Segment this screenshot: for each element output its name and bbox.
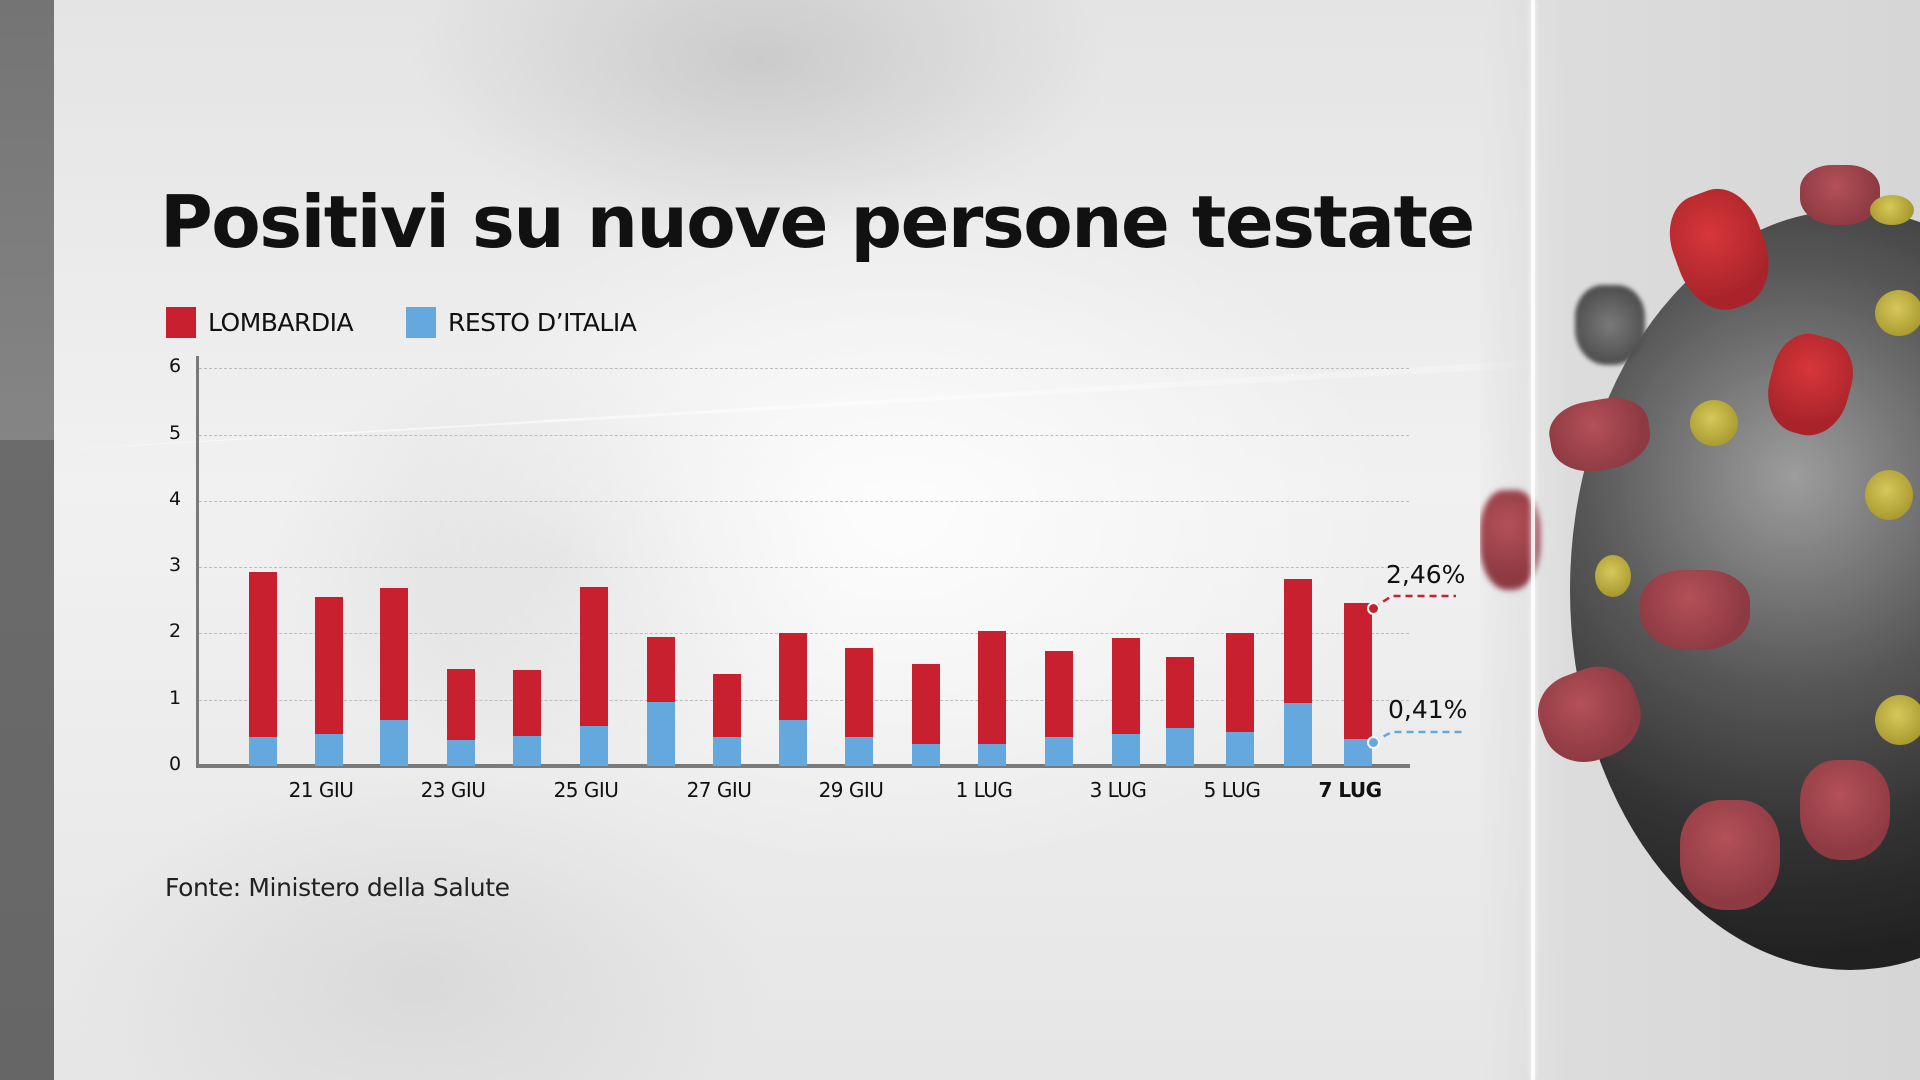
- virus-spike: [1640, 570, 1750, 650]
- annotation-leader-resto-italia: [1372, 730, 1466, 744]
- left-side-bar-highlight: [0, 0, 54, 440]
- legend-item-resto-italia: RESTO D’ITALIA: [406, 307, 637, 338]
- x-tick-label: 29 GIU: [818, 778, 884, 802]
- legend-label-lombardia: LOMBARDIA: [208, 308, 354, 337]
- y-tick-label: 1: [168, 687, 182, 709]
- bar-lombardia: [249, 571, 277, 766]
- bar-resto-italia: [315, 734, 343, 766]
- bar-resto-italia: [978, 744, 1006, 766]
- annotation-leader-lombardia: [1372, 594, 1456, 610]
- annotation-label-lombardia: 2,46%: [1386, 560, 1466, 589]
- panel-divider: [1531, 0, 1535, 1080]
- virus-image-panel: [1480, 0, 1920, 1080]
- x-tick-label: 25 GIU: [553, 778, 619, 802]
- bar-resto-italia: [447, 740, 475, 766]
- bar-resto-italia: [1045, 737, 1073, 766]
- gridline: [199, 368, 1409, 369]
- bar-resto-italia: [912, 744, 940, 766]
- x-tick-label: 7 LUG: [1318, 778, 1382, 802]
- x-axis: [196, 764, 1410, 768]
- y-axis: [196, 356, 199, 767]
- virus-spike: [1875, 695, 1920, 745]
- annotation-label-resto-italia: 0,41%: [1388, 695, 1468, 724]
- x-tick-label: 21 GIU: [288, 778, 354, 802]
- bar-resto-italia: [713, 737, 741, 766]
- bar-resto-italia: [1284, 703, 1312, 766]
- virus-spike: [1800, 760, 1890, 860]
- virus-spike: [1875, 290, 1920, 336]
- legend-swatch-resto-italia: [406, 307, 436, 338]
- y-tick-label: 3: [168, 554, 182, 576]
- gridline: [199, 567, 1409, 568]
- y-tick-label: 5: [168, 422, 182, 444]
- virus-spike: [1480, 490, 1540, 590]
- x-tick-label: 23 GIU: [420, 778, 486, 802]
- virus-spike: [1680, 800, 1780, 910]
- x-tick-label: 5 LUG: [1203, 778, 1261, 802]
- bar-resto-italia: [380, 720, 408, 766]
- y-tick-label: 2: [168, 620, 182, 642]
- gridline: [199, 435, 1409, 436]
- bar-resto-italia: [513, 735, 541, 766]
- bar-resto-italia: [779, 720, 807, 766]
- bar-resto-italia: [580, 725, 608, 766]
- legend-label-resto-italia: RESTO D’ITALIA: [448, 308, 637, 337]
- virus-spike: [1870, 195, 1914, 225]
- virus-spike: [1690, 400, 1738, 446]
- gridline: [199, 501, 1409, 502]
- y-tick-label: 4: [168, 488, 182, 510]
- x-tick-label: 1 LUG: [955, 778, 1013, 802]
- chart-title: Positivi su nuove persone testate: [160, 180, 1475, 264]
- y-tick-label: 0: [168, 753, 182, 775]
- virus-spike: [1575, 285, 1645, 365]
- annotation-point-lombardia: [1367, 602, 1380, 615]
- source-note: Fonte: Ministero della Salute: [165, 873, 510, 902]
- y-tick-label: 6: [168, 355, 182, 377]
- bar-resto-italia: [1226, 731, 1254, 766]
- bar-resto-italia: [249, 737, 277, 766]
- virus-spike: [1865, 470, 1913, 520]
- annotation-point-resto-italia: [1367, 736, 1380, 749]
- bar-resto-italia: [845, 737, 873, 766]
- bar-lombardia: [978, 630, 1006, 766]
- legend-swatch-lombardia: [166, 307, 196, 338]
- virus-spike: [1595, 555, 1631, 597]
- x-tick-label: 3 LUG: [1089, 778, 1147, 802]
- x-tick-label: 27 GIU: [686, 778, 752, 802]
- bar-resto-italia: [1112, 734, 1140, 766]
- legend-item-lombardia: LOMBARDIA: [166, 307, 354, 338]
- virus-spike: [1800, 165, 1880, 225]
- bar-resto-italia: [647, 701, 675, 766]
- bar-resto-italia: [1166, 727, 1194, 766]
